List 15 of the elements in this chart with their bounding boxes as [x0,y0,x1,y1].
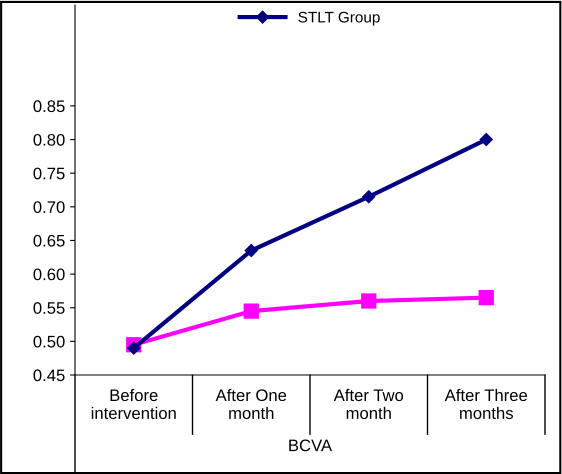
y-tick-label: 0.45 [33,369,65,382]
x-tick-label: After One month [216,388,286,420]
y-tick-label: 0.85 [33,100,65,112]
y-tick-label: 0.55 [33,302,65,314]
x-tick-label: After Three months [444,388,528,420]
y-tick-label: 0.80 [33,134,65,146]
y-tick-label: 0.70 [33,201,65,214]
y-tick-label: 0.50 [33,336,65,348]
legend-label: STLT Group [298,12,380,26]
y-tick-label: 0.60 [33,268,65,280]
x-axis-title: BCVA [289,439,332,452]
x-tick-label: Before intervention [92,388,176,420]
y-tick-label: 0.65 [33,234,65,247]
x-tick-label: After Two month [334,388,404,420]
y-tick-label: 0.75 [33,168,65,180]
